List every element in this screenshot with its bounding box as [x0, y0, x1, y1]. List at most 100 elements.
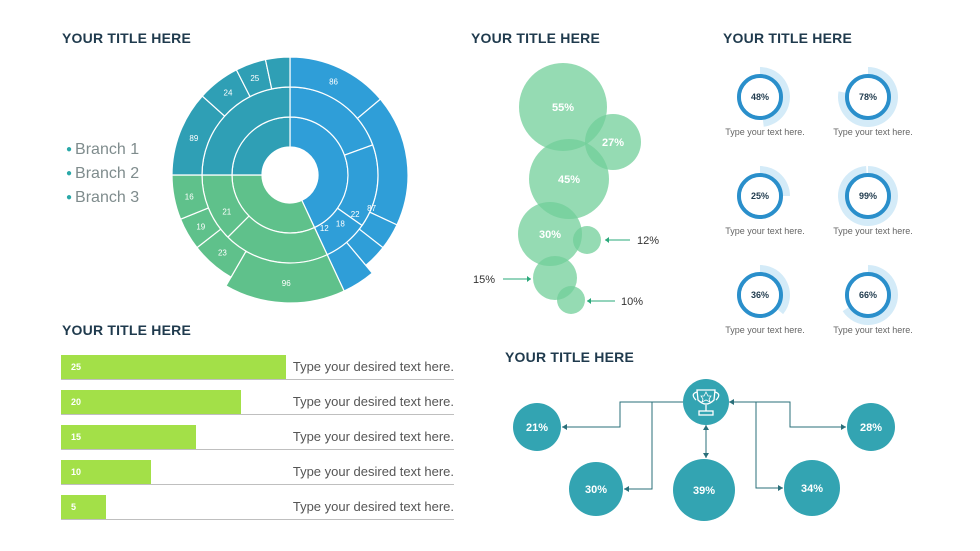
gauge-caption: Type your text here. — [725, 127, 805, 137]
bubble — [529, 139, 609, 219]
gauge-ring — [737, 272, 783, 318]
bubble-title: YOUR TITLE HERE — [471, 30, 601, 46]
legend-item: ● Branch 2 — [66, 165, 140, 183]
gauge-center — [741, 78, 779, 116]
flow-title: YOUR TITLE HERE — [505, 349, 635, 365]
gauge-center — [741, 276, 779, 314]
gauge-center — [741, 177, 779, 215]
sunburst-label: 23 — [218, 249, 227, 258]
gauge-caption: Type your text here. — [833, 127, 913, 137]
gauge-caption: Type your text here. — [833, 325, 913, 335]
sunburst-label: 96 — [282, 279, 291, 288]
bullet-icon: ● — [66, 144, 73, 155]
flow-node-label: 21% — [526, 422, 548, 434]
bubble-label: 55% — [552, 102, 574, 114]
bar — [61, 460, 151, 484]
flow-node-label: 39% — [693, 485, 715, 497]
flow-node-label: 30% — [585, 484, 607, 496]
bubble-label: 12% — [637, 235, 659, 247]
sunburst-title: YOUR TITLE HERE — [62, 30, 192, 46]
sunburst-label: 12 — [320, 224, 329, 233]
gauge-ring — [845, 173, 891, 219]
sunburst-label: 87 — [367, 204, 376, 213]
bar-value: 5 — [71, 502, 77, 512]
bar-value: 10 — [71, 467, 82, 477]
bar-value: 25 — [71, 362, 82, 372]
bar-row: 10 Type your desired text here. — [61, 460, 454, 485]
gauge-ring — [737, 74, 783, 120]
gauge-center — [849, 177, 887, 215]
connector-line — [729, 401, 846, 428]
sunburst-label: 19 — [196, 223, 205, 232]
flow-node — [513, 403, 561, 451]
bubble — [557, 286, 585, 314]
sunburst-label: 86 — [329, 78, 338, 87]
sunburst-segment — [225, 250, 345, 304]
sunburst-label: 16 — [185, 192, 194, 201]
gauge-value: 66% — [859, 290, 877, 300]
bar-baseline — [61, 519, 454, 520]
bar-row: 20 Type your desired text here. — [61, 390, 454, 415]
gauge-center — [849, 78, 887, 116]
gauge-value: 36% — [751, 290, 769, 300]
bubble-label: 15% — [473, 274, 495, 286]
bullet-icon: ● — [66, 168, 73, 180]
bar-label: Type your desired text here. — [292, 394, 454, 409]
bar-baseline — [61, 484, 454, 485]
bar-label: Type your desired text here. — [292, 359, 454, 374]
sunburst-label: 24 — [224, 89, 233, 98]
bubble-label: 30% — [539, 229, 561, 241]
arrow-icon — [624, 486, 629, 492]
bubble-label: 45% — [558, 174, 580, 186]
bar-row: 5 Type your desired text here. — [61, 495, 454, 520]
sunburst-segment — [264, 56, 291, 90]
arrow-icon — [527, 276, 531, 282]
bubble — [518, 202, 582, 266]
bar-baseline — [61, 449, 454, 450]
sunburst-chart: 86 87 22 18 12 96 23 19 16 89 24 25 21 — [171, 56, 409, 304]
gauge-ring — [737, 173, 783, 219]
flow-node — [673, 459, 735, 521]
bar-baseline — [61, 379, 454, 380]
flow-node — [569, 462, 623, 516]
bar — [61, 425, 196, 449]
sunburst-label: 22 — [351, 210, 360, 219]
gauge-ring — [845, 74, 891, 120]
arrow-icon — [703, 453, 709, 458]
gauge-center — [849, 276, 887, 314]
bar-label: Type your desired text here. — [292, 499, 454, 514]
bubble-chart: 55% 27% 45% 30% 12% 15% 10% — [473, 63, 659, 314]
bar-label: Type your desired text here. — [292, 429, 454, 444]
bar-row: 25 Type your desired text here. — [61, 355, 454, 380]
legend-item: ● Branch 1 — [66, 141, 140, 159]
arrow-icon — [841, 424, 846, 430]
connector-line — [729, 401, 783, 489]
legend: ● Branch 1 ● Branch 2 ● Branch 3 — [66, 138, 139, 211]
bullet-icon: ● — [66, 192, 73, 204]
bar — [61, 390, 241, 414]
arrow-icon — [778, 485, 783, 491]
sunburst-label: 18 — [336, 220, 345, 229]
arrow-icon — [562, 424, 567, 430]
bar-row: 15 Type your desired text here. — [61, 425, 454, 450]
flow-node — [784, 460, 840, 516]
gauge-caption: Type your text here. — [833, 226, 913, 236]
bubble-label: 27% — [602, 137, 624, 149]
gauge-caption: Type your text here. — [725, 226, 805, 236]
arrow-icon — [587, 298, 591, 304]
flow-diagram: 21% 30% 39% 34% 28% — [513, 379, 895, 521]
gauge-value: 78% — [859, 92, 877, 102]
sunburst-label: 89 — [189, 134, 198, 143]
bar-label: Type your desired text here. — [292, 464, 454, 479]
gauge-value: 48% — [751, 92, 769, 102]
arrow-icon — [703, 425, 709, 430]
legend-item: ● Branch 3 — [66, 189, 140, 207]
sunburst-label: 25 — [250, 74, 259, 83]
flow-node — [847, 403, 895, 451]
center-node — [683, 379, 729, 425]
bar-title: YOUR TITLE HERE — [62, 322, 192, 338]
flow-node-label: 34% — [801, 483, 823, 495]
trophy-icon — [692, 389, 720, 416]
bar-value: 15 — [71, 432, 82, 442]
bar — [61, 355, 286, 379]
